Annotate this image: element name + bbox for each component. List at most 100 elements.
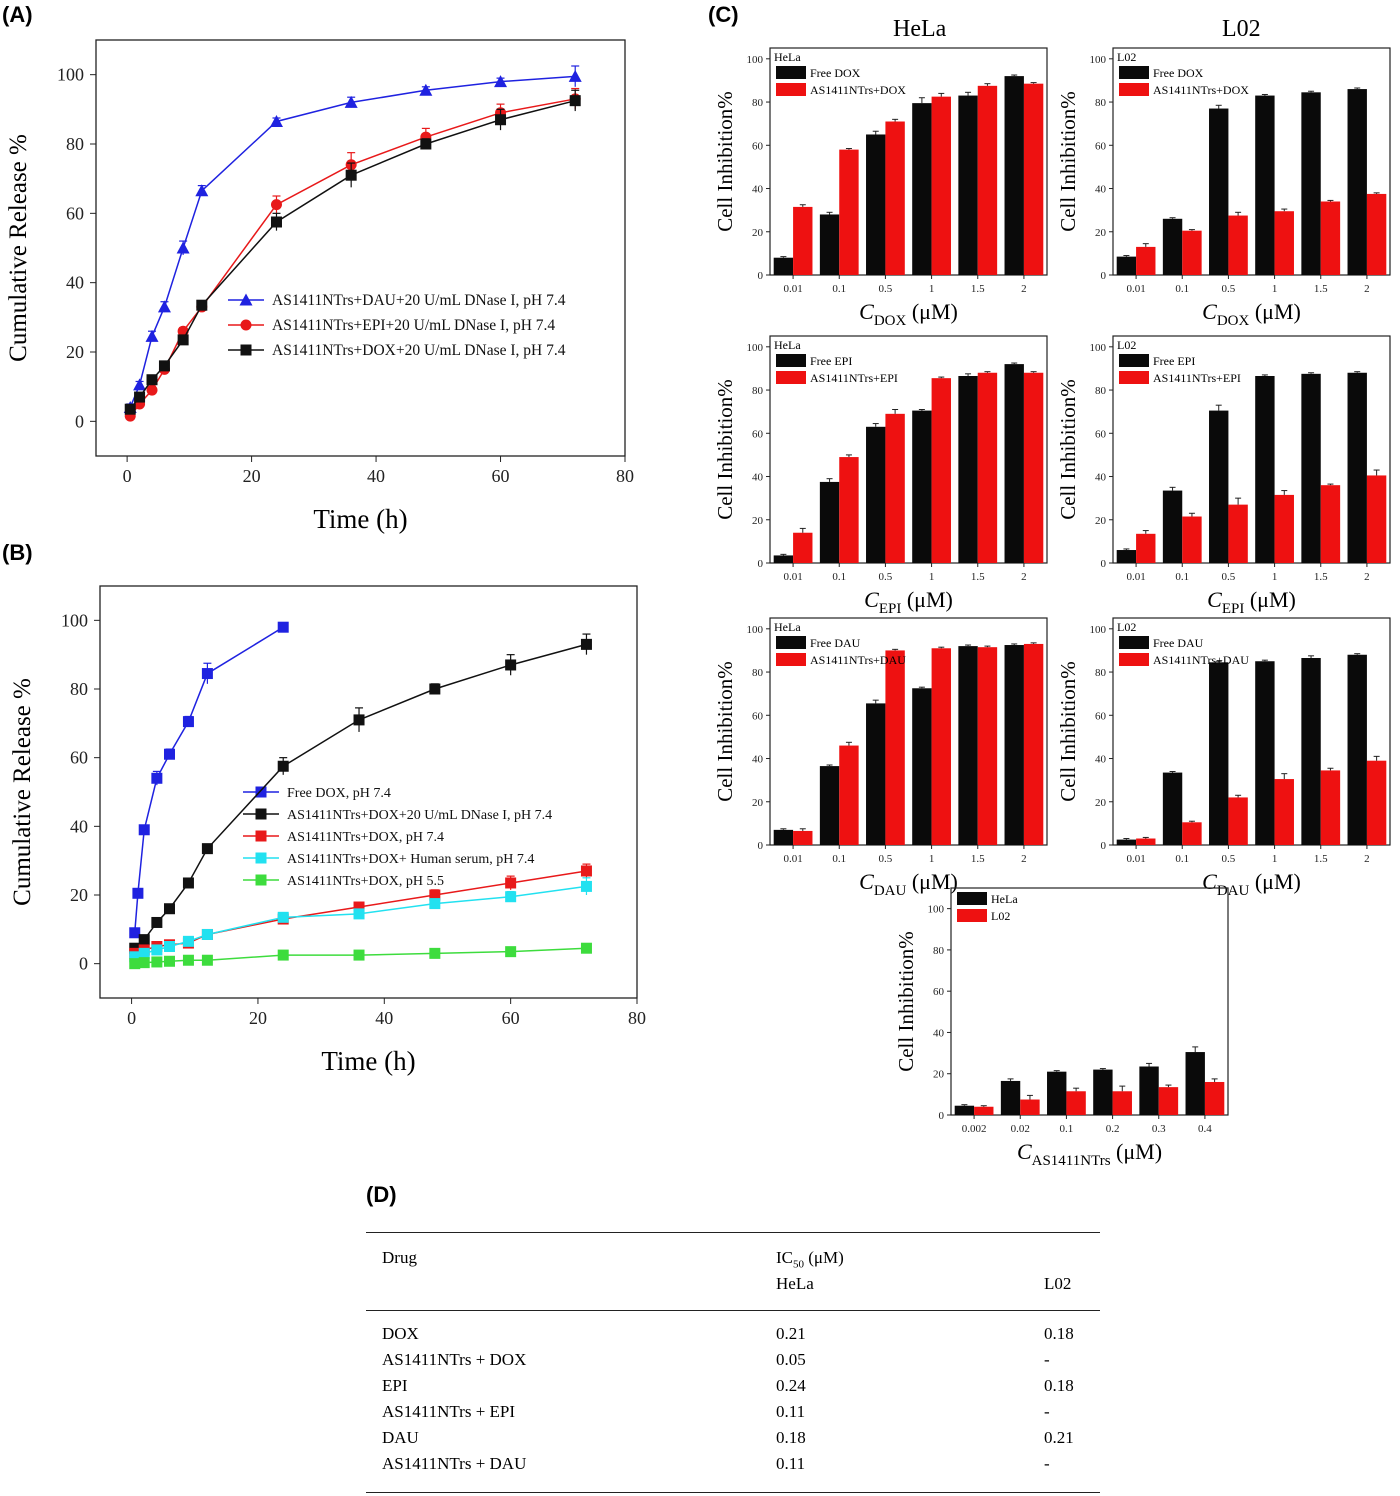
bar (1301, 92, 1321, 275)
x-tick-label: 0.01 (1126, 853, 1145, 865)
bar (958, 646, 978, 845)
x-axis-label: CDAU (μM) (859, 869, 958, 899)
bar (954, 1105, 975, 1115)
data-point (163, 955, 175, 967)
x-tick-label: 2 (1364, 571, 1370, 583)
bar (1162, 218, 1183, 275)
data-point (495, 114, 507, 126)
bar (1228, 797, 1248, 845)
legend-label: AS1411NTrs+DOX (1153, 83, 1249, 97)
legend-label: AS1411NTrs+DOX (810, 83, 906, 97)
legend-swatch (957, 892, 987, 905)
y-tick-label: 20 (70, 885, 88, 905)
data-point (429, 947, 441, 959)
data-point (353, 949, 365, 961)
data-point (505, 659, 517, 671)
y-tick-label: 80 (1095, 667, 1107, 679)
plot-frame (99, 585, 638, 999)
legend-label: Free EPI (1153, 354, 1195, 368)
bar (885, 650, 905, 845)
x-tick-label: 0.1 (832, 853, 846, 865)
data-point (429, 898, 441, 910)
y-tick-label: 0 (758, 558, 764, 570)
legend-label: Free DOX (1153, 66, 1204, 80)
bar (1228, 215, 1248, 275)
bar (1182, 516, 1202, 563)
y-tick-label: 20 (752, 797, 764, 809)
bar (912, 410, 932, 563)
plot-frame (769, 335, 1048, 564)
data-point (240, 344, 252, 356)
release-chart-b: 0 20 40 60 80 0 20 40 60 80 100 Time (h) Cumulative … (9, 585, 646, 1076)
x-axis-label: CDOX (μM) (1202, 299, 1301, 329)
bar-chart-l02-epi: 0 20 40 60 80 100 0.01 0.1 0.5 1 1.5 2 L02 Free EPI AS… (1056, 335, 1391, 617)
bar (1255, 95, 1275, 275)
table-cell-drug: DOX (382, 1324, 419, 1343)
x-tick-label: 0.1 (832, 283, 846, 295)
bar (1347, 372, 1367, 563)
y-axis-label: Cell Inhibition% (1056, 91, 1080, 232)
table-cell-l02: 0.21 (1044, 1428, 1074, 1447)
data-point (133, 378, 147, 391)
bar (1274, 211, 1294, 275)
data-point (255, 830, 267, 842)
bar (839, 457, 859, 563)
y-tick-label: 80 (1095, 385, 1107, 397)
legend-swatch (1119, 371, 1149, 384)
bar (1004, 76, 1024, 275)
bar (1185, 1052, 1205, 1115)
bar (793, 830, 813, 845)
x-tick-label: 1.5 (971, 853, 985, 865)
data-point (255, 808, 267, 820)
y-tick-label: 40 (933, 1027, 945, 1039)
bar (1204, 1081, 1225, 1115)
plot-frame (950, 887, 1229, 1116)
x-tick-label: 2 (1364, 853, 1370, 865)
bar (1228, 504, 1248, 563)
x-tick-label: 0 (127, 1008, 136, 1028)
y-tick-label: 100 (747, 624, 764, 636)
legend-label: AS1411NTrs+DOX, pH 5.5 (287, 874, 444, 889)
data-point (580, 880, 592, 892)
y-tick-label: 0 (758, 270, 764, 282)
bar (912, 688, 932, 845)
bar-chart-l02-dox: 0 20 40 60 80 100 0.01 0.1 0.5 1 1.5 2 L02 Free DOX AS… (1056, 47, 1391, 329)
bar (1255, 661, 1275, 845)
x-tick-label: 0.01 (783, 283, 802, 295)
y-tick-label: 60 (70, 748, 88, 768)
data-point (269, 114, 283, 127)
plot-frame (769, 47, 1048, 276)
data-point (132, 887, 144, 899)
bar (1182, 822, 1202, 845)
bar (1301, 657, 1321, 845)
bar (819, 766, 840, 845)
legend-swatch (776, 83, 806, 96)
bar (1162, 490, 1183, 563)
y-tick-label: 20 (752, 227, 764, 239)
table-cell-l02: 0.18 (1044, 1376, 1074, 1395)
y-tick-label: 40 (1095, 754, 1107, 766)
data-point (201, 668, 213, 680)
y-tick-label: 60 (752, 710, 764, 722)
bar (1320, 201, 1341, 275)
legend-label: Free DOX, pH 7.4 (287, 786, 391, 801)
y-axis-label: Cell Inhibition% (713, 379, 737, 520)
x-tick-label: 60 (492, 466, 510, 486)
x-axis-label: CAS1411NTrs (μM) (1017, 1139, 1162, 1169)
table-rule-bottom (366, 1492, 1100, 1493)
data-point (429, 889, 441, 901)
y-tick-label: 60 (933, 986, 945, 998)
y-tick-label: 80 (1095, 97, 1107, 109)
data-point (138, 824, 150, 836)
bar (1182, 230, 1202, 275)
x-tick-label: 60 (502, 1008, 520, 1028)
x-tick-label: 2 (1364, 283, 1370, 295)
panel-label-c: (C) (708, 2, 739, 27)
table-cell-drug: AS1411NTrs + DOX (382, 1350, 527, 1369)
table-cell-l02: - (1044, 1454, 1050, 1473)
y-tick-label: 60 (66, 203, 84, 223)
bar (1023, 372, 1044, 563)
legend-swatch (776, 636, 806, 649)
bar (1020, 1099, 1040, 1115)
bar (1255, 375, 1275, 563)
